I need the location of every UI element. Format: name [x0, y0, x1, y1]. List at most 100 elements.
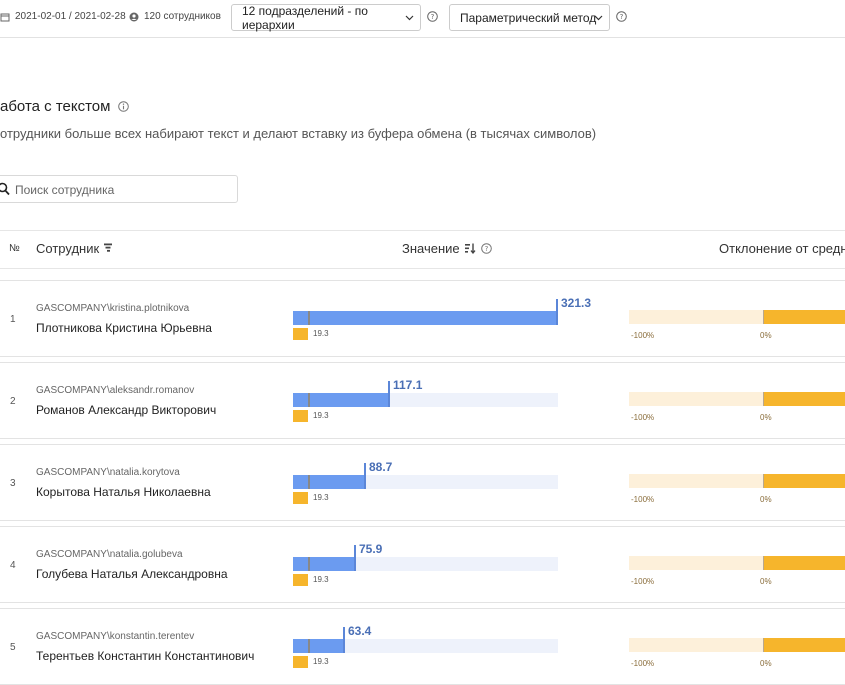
- deviation-bar-track: [629, 556, 845, 570]
- deviation-bar: [764, 392, 845, 406]
- benchmark-bar: [293, 492, 308, 504]
- table-row[interactable]: 1 GASCOMPANY\kristina.plotnikova Плотников…: [0, 280, 845, 357]
- deviation-min-label: -100%: [631, 331, 655, 340]
- table-row[interactable]: 4 GASCOMPANY\natalia.golubeva Голубева Нат…: [0, 526, 845, 603]
- employee-name[interactable]: Корытова Наталья Николаевна: [36, 485, 211, 499]
- employee-login: GASCOMPANY\natalia.golubeva: [36, 549, 183, 560]
- benchmark-bar: [293, 574, 308, 586]
- deviation-min-label: -100%: [631, 659, 655, 668]
- deviation-zero-label: 0%: [760, 577, 772, 586]
- help-icon[interactable]: ?: [616, 11, 627, 22]
- deviation-min-label: -100%: [631, 577, 655, 586]
- user-icon: [129, 12, 139, 21]
- row-number: 1: [10, 314, 16, 325]
- column-employee[interactable]: Сотрудник: [36, 241, 113, 256]
- date-range-text: 2021-02-01 / 2021-02-28: [15, 11, 126, 22]
- department-select[interactable]: 12 подразделений - по иерархии: [231, 3, 421, 32]
- table-header: № Сотрудник Значение ? Отклонение от сре…: [0, 230, 845, 269]
- employee-login: GASCOMPANY\kristina.plotnikova: [36, 303, 190, 314]
- benchmark-value: 19.3: [313, 657, 329, 666]
- deviation-zero-label: 0%: [760, 413, 772, 422]
- value-tick: [556, 299, 558, 325]
- chevron-down-icon: [594, 15, 603, 21]
- filter-icon[interactable]: [104, 243, 113, 254]
- method-select-value: Параметрический метод: [460, 10, 597, 25]
- svg-text:?: ?: [431, 13, 435, 21]
- benchmark-value: 19.3: [313, 411, 329, 420]
- value-tick: [388, 381, 390, 407]
- employee-name[interactable]: Терентьев Константин Константинович: [36, 649, 255, 663]
- toolbar: 2021-02-01 / 2021-02-28 120 сотрудников …: [0, 0, 845, 38]
- row-number: 3: [10, 478, 16, 489]
- svg-text:?: ?: [484, 245, 488, 253]
- value-bar-track: 117.1: [293, 378, 558, 407]
- value-bar-track: 321.3: [293, 296, 591, 325]
- search-input[interactable]: [13, 180, 227, 200]
- table-row[interactable]: 3 GASCOMPANY\natalia.korytova Корытова Нат…: [0, 444, 845, 521]
- value-tick: [354, 545, 356, 571]
- row-number: 2: [10, 396, 16, 407]
- value-label: 321.3: [561, 296, 592, 310]
- deviation-zero-label: 0%: [760, 331, 772, 340]
- benchmark-value: 19.3: [313, 329, 329, 338]
- benchmark-bar: [293, 328, 308, 340]
- help-icon[interactable]: ?: [427, 11, 438, 22]
- benchmark-marker: [308, 393, 310, 407]
- value-tick: [364, 463, 366, 489]
- method-select[interactable]: Параметрический метод: [449, 4, 610, 31]
- value-bar: [293, 639, 345, 653]
- value-label: 63.4: [348, 624, 372, 638]
- row-number: 5: [10, 642, 16, 653]
- search-box: [0, 175, 238, 203]
- employee-count-text: 120 сотрудников: [144, 11, 221, 22]
- value-tick: [343, 627, 345, 653]
- row-number: 4: [10, 560, 16, 571]
- value-bar: [293, 475, 366, 489]
- employee-name[interactable]: Романов Александр Викторович: [36, 403, 217, 417]
- benchmark-bar: [293, 656, 308, 668]
- page-title-text: абота с текстом: [0, 98, 111, 115]
- deviation-bar: [764, 638, 845, 652]
- department-select-value: 12 подразделений - по иерархии: [242, 3, 368, 32]
- sort-icon[interactable]: [464, 243, 476, 254]
- value-bar-track: 75.9: [293, 542, 558, 571]
- table-row[interactable]: 5 GASCOMPANY\konstantin.terentev Терентьев…: [0, 608, 845, 685]
- column-value[interactable]: Значение ?: [402, 241, 492, 256]
- deviation-bar: [764, 474, 845, 488]
- benchmark-marker: [308, 475, 310, 489]
- benchmark-marker: [308, 639, 310, 653]
- employee-name[interactable]: Плотникова Кристина Юрьевна: [36, 321, 212, 335]
- deviation-bar-track: [629, 310, 845, 324]
- value-bar: [293, 393, 390, 407]
- column-number: №: [9, 243, 20, 254]
- value-label: 117.1: [393, 378, 423, 392]
- value-bar: [293, 311, 558, 325]
- deviation-min-label: -100%: [631, 495, 655, 504]
- deviation-zero-label: 0%: [760, 495, 772, 504]
- page-subtitle: отрудники больше всех набирают текст и д…: [0, 126, 597, 141]
- deviation-bar: [764, 556, 845, 570]
- info-icon[interactable]: [118, 101, 130, 112]
- benchmark-marker: [308, 311, 310, 325]
- employee-login: GASCOMPANY\aleksandr.romanov: [36, 385, 195, 396]
- employee-count[interactable]: 120 сотрудников: [129, 0, 221, 33]
- employee-name[interactable]: Голубева Наталья Александровна: [36, 567, 228, 581]
- value-bar-track: 88.7: [293, 460, 558, 489]
- help-icon[interactable]: ?: [480, 243, 492, 254]
- search-icon: [0, 182, 10, 196]
- table-row[interactable]: 2 GASCOMPANY\aleksandr.romanov Романов Але…: [0, 362, 845, 439]
- benchmark-marker: [308, 557, 310, 571]
- calendar-icon: [0, 13, 10, 21]
- page-title: абота с текстом: [0, 98, 130, 115]
- chevron-down-icon: [405, 15, 414, 21]
- deviation-bar-track: [629, 474, 845, 488]
- employee-login: GASCOMPANY\konstantin.terentev: [36, 631, 195, 642]
- svg-text:?: ?: [620, 13, 624, 21]
- column-value-label: Значение: [402, 241, 460, 256]
- deviation-min-label: -100%: [631, 413, 655, 422]
- benchmark-value: 19.3: [313, 575, 329, 584]
- deviation-bar: [764, 310, 845, 324]
- value-bar-track: 63.4: [293, 624, 558, 653]
- benchmark-value: 19.3: [313, 493, 329, 502]
- date-range[interactable]: 2021-02-01 / 2021-02-28: [0, 0, 126, 33]
